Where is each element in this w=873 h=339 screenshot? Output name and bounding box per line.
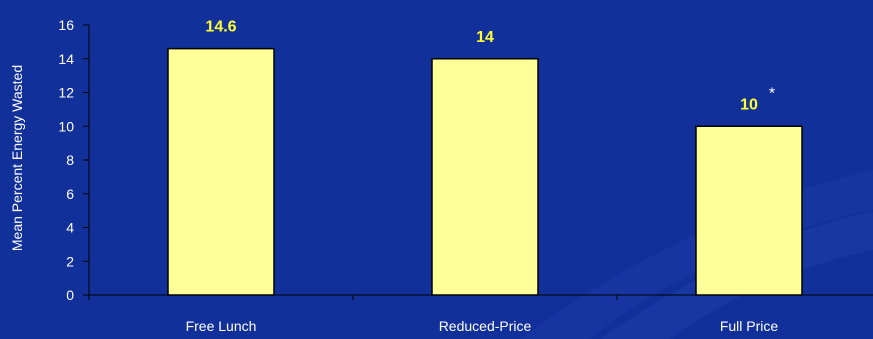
x-tick-label: Reduced-Price [439,318,532,334]
y-axis-label: Mean Percent Energy Wasted [9,65,25,251]
y-tick-label: 10 [58,118,74,134]
y-tick-label: 12 [58,85,74,101]
data-label: 10 [740,96,758,113]
bar [695,125,803,296]
y-tick-label: 16 [58,17,74,33]
x-tick-label: Free Lunch [186,318,257,334]
data-label: 14 [476,29,494,46]
y-axis-ticks: 0 2 4 6 8 10 12 14 16 [58,17,89,303]
bars [167,47,803,296]
y-tick-label: 6 [66,186,74,202]
x-axis-ticks: Free Lunch Reduced-Price Full Price [88,295,779,334]
data-label: 14.6 [205,19,236,36]
y-tick-label: 4 [66,220,74,236]
bar [431,58,539,296]
y-tick-label: 8 [66,152,74,168]
significance-marker: * [769,85,775,102]
bar [167,47,275,296]
x-tick-label: Full Price [720,318,779,334]
y-tick-label: 14 [58,51,74,67]
y-tick-label: 2 [66,253,74,269]
y-tick-label: 0 [66,287,74,303]
data-labels: 14.6 14 10 * [205,19,775,114]
